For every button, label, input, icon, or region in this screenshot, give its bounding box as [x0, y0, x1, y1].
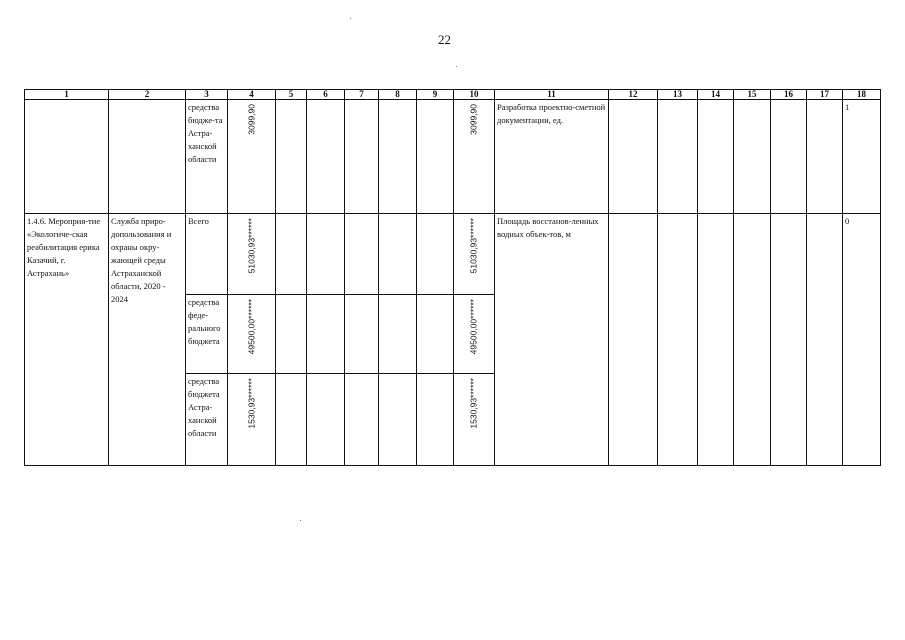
amount-cell: 1530,93****** [227, 373, 276, 466]
funding-source-cell: средства бюдже-та Астра-ханской области [185, 99, 228, 214]
cell [697, 213, 734, 466]
indicator-value-cell: 1 [842, 99, 881, 214]
funding-source-cell: Всего [185, 213, 228, 295]
cell [24, 99, 109, 214]
cell [378, 213, 417, 295]
table-row: средства феде-рального бюджета 49500,00*… [25, 294, 881, 374]
cell [306, 213, 345, 295]
cell [657, 99, 698, 214]
header-cell: 1 [24, 89, 109, 100]
cell [416, 99, 454, 214]
amount-cell: 3099,90 [227, 99, 276, 214]
cell [416, 373, 454, 466]
amount-cell: 49500,00****** [227, 294, 276, 374]
scan-speck [456, 66, 457, 67]
header-cell: 11 [494, 89, 609, 100]
amount-value: 49500,00****** [468, 299, 479, 355]
cell [608, 213, 658, 466]
indicator-cell: Площадь восстанов-ленных водных объек-то… [494, 213, 609, 466]
header-cell: 8 [378, 89, 417, 100]
header-cell: 16 [770, 89, 807, 100]
header-cell: 10 [453, 89, 495, 100]
cell [806, 213, 843, 466]
amount-value: 51030,93****** [468, 218, 479, 274]
cell [657, 213, 698, 466]
cell [697, 99, 734, 214]
scan-speck [350, 18, 351, 19]
amount-cell: 51030,93****** [227, 213, 276, 295]
cell [770, 99, 807, 214]
cell [275, 99, 307, 214]
cell [306, 294, 345, 374]
header-cell: 3 [185, 89, 228, 100]
header-cell: 9 [416, 89, 454, 100]
cell [344, 213, 379, 295]
header-row: 1 2 3 4 5 6 7 8 9 10 11 12 13 14 15 16 1… [24, 89, 881, 100]
activity-cell: 1.4.6. Мероприя-тие «Экологиче-ская реаб… [24, 213, 109, 466]
cell [275, 294, 307, 374]
funding-source-cell: средства бюджета Астра-ханской области [185, 373, 228, 466]
cell [275, 373, 307, 466]
cell [378, 373, 417, 466]
header-cell: 12 [608, 89, 658, 100]
funding-source-cell: средства феде-рального бюджета [185, 294, 228, 374]
header-cell: 18 [842, 89, 881, 100]
cell [770, 213, 807, 466]
header-cell: 13 [657, 89, 698, 100]
cell [344, 99, 379, 214]
cell [108, 99, 186, 214]
amount-cell: 1530,93****** [453, 373, 495, 466]
scan-speck [300, 520, 301, 521]
header-cell: 4 [227, 89, 276, 100]
cell [306, 99, 345, 214]
cell [306, 373, 345, 466]
cell [344, 373, 379, 466]
header-cell: 17 [806, 89, 843, 100]
amount-value: 3099,90 [246, 104, 256, 135]
table-row: 1.4.6. Мероприя-тие «Экологиче-ская реаб… [24, 213, 881, 466]
amount-value: 49500,00****** [246, 299, 256, 355]
header-cell: 14 [697, 89, 734, 100]
header-cell: 2 [108, 89, 186, 100]
amount-cell: 3099,90 [453, 99, 495, 214]
indicator-value-cell: 0 [842, 213, 881, 466]
cell [416, 294, 454, 374]
program-table: 1 2 3 4 5 6 7 8 9 10 11 12 13 14 15 16 1… [24, 89, 881, 466]
cell [378, 99, 417, 214]
header-cell: 6 [306, 89, 345, 100]
cell [733, 99, 771, 214]
amount-value: 3099,90 [468, 104, 479, 135]
cell [344, 294, 379, 374]
table-row: средства бюджета Астра-ханской области 1… [25, 373, 881, 466]
indicator-cell: Разработка проектно-сметной документации… [494, 99, 609, 214]
cell [275, 213, 307, 295]
cell [378, 294, 417, 374]
header-cell: 15 [733, 89, 771, 100]
amount-cell: 49500,00****** [453, 294, 495, 374]
amount-value: 51030,93****** [246, 218, 256, 274]
executor-cell: Служба приро-допользования и охраны окру… [108, 213, 186, 466]
amount-value: 1530,93****** [468, 378, 479, 429]
header-cell: 7 [344, 89, 379, 100]
cell [806, 99, 843, 214]
cell [416, 213, 454, 295]
amount-cell: 51030,93****** [453, 213, 495, 295]
header-cell: 5 [275, 89, 307, 100]
cell [608, 99, 658, 214]
page-number: 22 [438, 32, 451, 47]
cell [733, 213, 771, 466]
amount-value: 1530,93****** [246, 378, 256, 429]
table-row: средства бюдже-та Астра-ханской области … [24, 99, 881, 214]
